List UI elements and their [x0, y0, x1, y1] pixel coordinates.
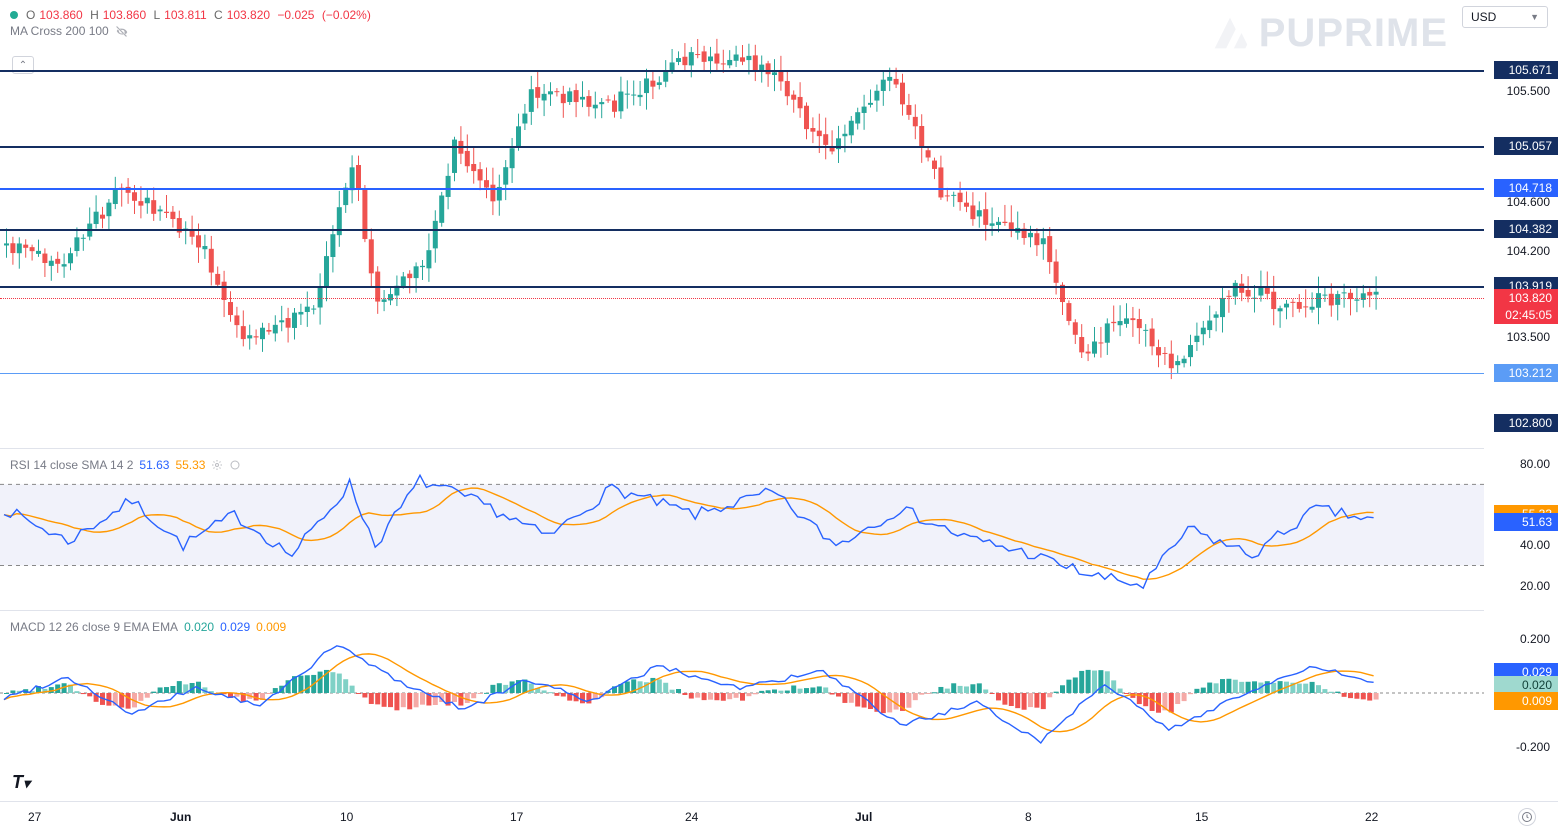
- price-tick: 103.500: [1507, 330, 1550, 344]
- time-tick: 10: [340, 810, 353, 824]
- rsi-tick: 20.00: [1520, 579, 1550, 593]
- panel-divider: [0, 610, 1484, 611]
- price-level-badge: 104.382: [1494, 220, 1558, 238]
- rsi-label: RSI 14 close SMA 14 2 51.63 55.33: [10, 458, 241, 472]
- price-tick: 104.600: [1507, 195, 1550, 209]
- live-price-line: [0, 298, 1484, 299]
- macd-tick: -0.200: [1516, 740, 1550, 754]
- candlesticks: [0, 30, 1484, 448]
- price-level-badge: 104.718: [1494, 179, 1558, 197]
- support-resistance-line[interactable]: [0, 70, 1484, 72]
- price-level-badge: 105.057: [1494, 137, 1558, 155]
- tradingview-logo: T▾: [12, 772, 30, 793]
- rsi-tick: 40.00: [1520, 538, 1550, 552]
- live-price-badge: 103.820: [1494, 289, 1558, 307]
- macd-label: MACD 12 26 close 9 EMA EMA 0.020 0.029 0…: [10, 620, 286, 634]
- clock-icon: [1521, 811, 1533, 823]
- price-tick: 105.500: [1507, 84, 1550, 98]
- rsi-plot: [0, 456, 1484, 606]
- price-chart[interactable]: [0, 30, 1484, 448]
- support-resistance-line[interactable]: [0, 146, 1484, 148]
- macd-panel[interactable]: MACD 12 26 close 9 EMA EMA 0.020 0.029 0…: [0, 618, 1484, 768]
- time-tick: 22: [1365, 810, 1378, 824]
- ohlc-readout: O103.860 H103.860 L103.811 C103.820 −0.0…: [26, 8, 375, 22]
- rsi-value-badge: 51.63: [1494, 513, 1558, 531]
- gear-icon[interactable]: [211, 459, 223, 471]
- time-tick: 17: [510, 810, 523, 824]
- macd-plot: [0, 618, 1484, 768]
- rsi-panel[interactable]: RSI 14 close SMA 14 2 51.63 55.33: [0, 456, 1484, 606]
- price-level-badge: 102.800: [1494, 414, 1558, 432]
- price-level-badge: 105.671: [1494, 61, 1558, 79]
- time-tick: Jul: [855, 810, 872, 824]
- price-level-badge: 103.212: [1494, 364, 1558, 382]
- support-resistance-line[interactable]: [0, 188, 1484, 190]
- support-resistance-line[interactable]: [0, 286, 1484, 288]
- panel-divider: [0, 448, 1484, 449]
- countdown-badge: 02:45:05: [1494, 306, 1558, 324]
- time-tick: 27: [28, 810, 41, 824]
- support-resistance-line[interactable]: [0, 229, 1484, 231]
- time-tick: 15: [1195, 810, 1208, 824]
- time-tick: 8: [1025, 810, 1032, 824]
- gear-icon[interactable]: [229, 459, 241, 471]
- time-tick: 24: [685, 810, 698, 824]
- macd-value-badge: 0.009: [1494, 692, 1558, 710]
- rsi-tick: 80.00: [1520, 457, 1550, 471]
- price-tick: 104.200: [1507, 244, 1550, 258]
- macd-tick: 0.200: [1520, 632, 1550, 646]
- time-tick: Jun: [170, 810, 191, 824]
- time-axis: 27 Jun 10 17 24 Jul 8 15 22: [0, 801, 1558, 833]
- status-dot: [10, 11, 18, 19]
- support-resistance-line[interactable]: [0, 373, 1484, 374]
- timezone-button[interactable]: [1518, 808, 1536, 826]
